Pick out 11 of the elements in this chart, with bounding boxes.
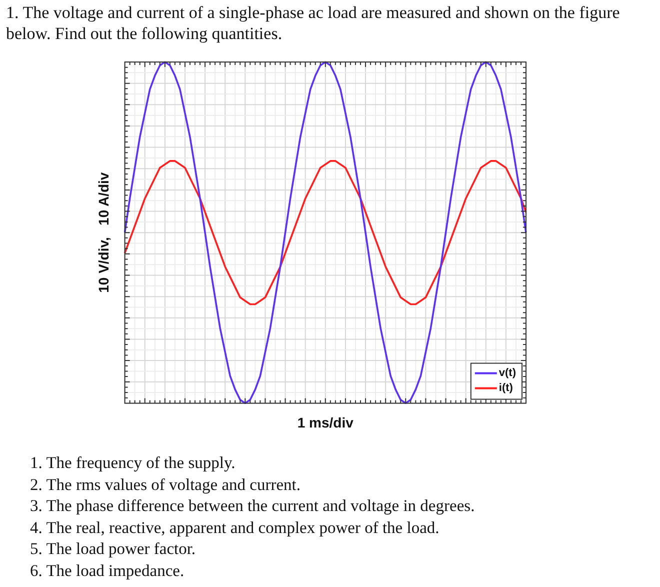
text: 1. The frequency of the supply. [30,452,236,474]
y-axis-title: 10 V/div, 10 A/div [95,172,112,293]
text: 6. The load impedance. [30,560,186,581]
text: 4. The real, reactive, apparent and complex power of the load. [30,516,440,538]
text: 3. The phase difference between the current and voltage in degrees. [30,495,475,516]
x-axis-title: 1 ms/div [297,414,354,430]
legend-label: v(t) [498,367,516,380]
text: 2. The rms values of voltage and current. [30,474,302,495]
legend-label: i(t) [498,382,514,394]
text: 5. The load power factor. [30,538,197,560]
chart-title: 1. The voltage and current of a single-phase ac load are measured and shown on the figure below. Find out the following quantities. [6,2,621,44]
